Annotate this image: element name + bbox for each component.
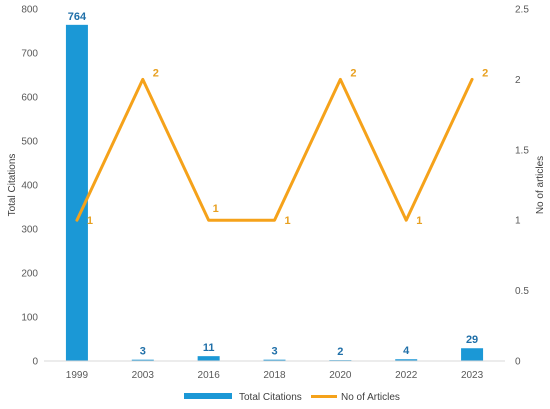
y-tick-label-left: 400 — [21, 181, 38, 192]
line-data-label: 1 — [87, 215, 93, 227]
bar-data-label: 29 — [466, 334, 478, 346]
bar — [131, 359, 154, 361]
bars-layer — [65, 24, 484, 362]
line-layer — [75, 77, 474, 222]
y-tick-label-left: 300 — [21, 225, 38, 236]
bar-data-label: 3 — [271, 346, 277, 358]
y-tick-label-left: 200 — [21, 269, 38, 280]
x-tick-label: 2023 — [461, 370, 484, 381]
y-tick-label-left: 0 — [32, 357, 38, 368]
y-axis-left-title: Total Citations — [7, 154, 18, 217]
x-tick-label: 2022 — [395, 370, 418, 381]
bar-data-label: 11 — [203, 342, 215, 354]
x-tick-label: 1999 — [66, 370, 89, 381]
y-axis-right: 0 0.5 1 1.5 2 2.5 — [515, 5, 529, 368]
y-tick-label-right: 1 — [515, 216, 521, 227]
legend-label-no-of-articles: No of Articles — [341, 392, 400, 403]
legend-swatch-total-citations — [184, 393, 232, 399]
x-tick-label: 2016 — [198, 370, 221, 381]
line-data-label: 2 — [350, 67, 356, 79]
bar-data-label: 764 — [68, 11, 87, 23]
y-axis-right-title: No of articles — [535, 156, 546, 214]
y-tick-label-right: 0.5 — [515, 286, 529, 297]
bar — [65, 24, 88, 362]
bar-data-label: 4 — [403, 345, 410, 357]
x-tick-label: 2020 — [329, 370, 352, 381]
articles-line — [75, 77, 474, 222]
legend-swatch-no-of-articles — [311, 395, 337, 398]
line-data-label: 1 — [213, 203, 219, 215]
bar — [197, 356, 220, 361]
y-tick-label-left: 600 — [21, 93, 38, 104]
x-axis: 1999 2003 2016 2018 2020 2022 2023 — [44, 360, 505, 381]
y-tick-label-left: 800 — [21, 5, 38, 16]
y-tick-label-right: 2.5 — [515, 5, 529, 16]
y-tick-label-left: 700 — [21, 49, 38, 60]
y-tick-label-left: 100 — [21, 313, 38, 324]
bar — [461, 348, 484, 361]
y-tick-label-left: 500 — [21, 137, 38, 148]
bar-data-label: 2 — [337, 346, 343, 358]
y-tick-label-right: 0 — [515, 357, 521, 368]
bar — [395, 359, 418, 361]
legend-label-total-citations: Total Citations — [239, 392, 302, 403]
line-data-label: 1 — [416, 215, 422, 227]
line-data-label: 2 — [482, 67, 488, 79]
bar — [263, 359, 286, 361]
y-tick-label-right: 2 — [515, 75, 521, 86]
line-data-label: 2 — [153, 67, 159, 79]
x-tick-label: 2003 — [132, 370, 155, 381]
bar-data-label: 3 — [140, 346, 146, 358]
line-data-label: 1 — [285, 215, 291, 227]
y-tick-label-right: 1.5 — [515, 145, 529, 156]
legend: Total Citations No of Articles — [184, 392, 400, 403]
x-tick-label: 2018 — [263, 370, 286, 381]
y-axis-left: 0 100 200 300 400 500 600 700 800 — [21, 5, 38, 368]
